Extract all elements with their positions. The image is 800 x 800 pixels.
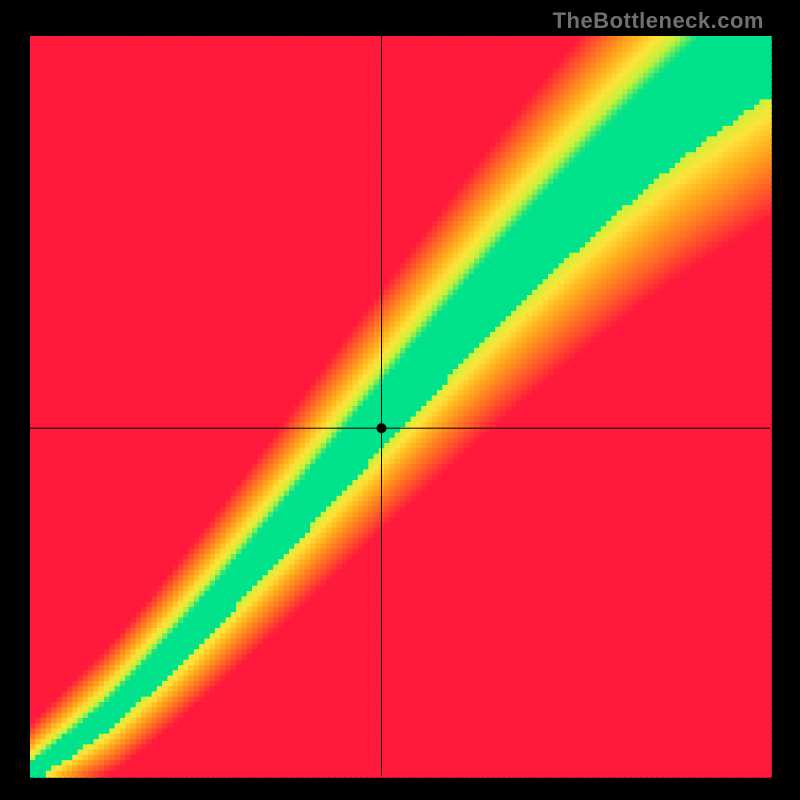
bottleneck-heatmap [0,0,800,800]
chart-container: TheBottleneck.com [0,0,800,800]
watermark-text: TheBottleneck.com [553,8,764,34]
